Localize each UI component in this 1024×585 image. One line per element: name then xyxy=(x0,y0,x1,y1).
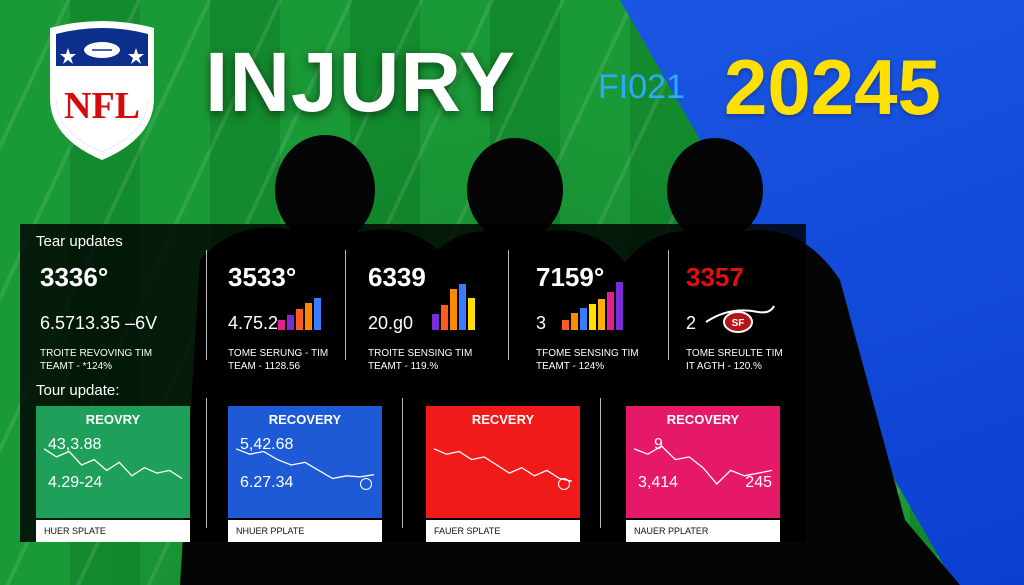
mini-bar xyxy=(432,314,439,330)
card-footer: FAUER SPLATE xyxy=(426,520,580,542)
nfl-logo: NFL xyxy=(50,21,154,160)
card-title: REOVRY xyxy=(85,412,141,427)
divider xyxy=(345,250,346,360)
recovery-card-blue[interactable]: RECOVERY 5,42.68 6.27.34 NHUER PPLATE xyxy=(228,406,382,542)
team-stat-1: 3336° 6.5713.35 –6V TROITE REVOVING TIM … xyxy=(40,262,157,373)
team-stat-2: 3533° 4.75.2 TOME SERUNG - TIM TEAM - 11… xyxy=(228,262,328,373)
header-year: 20245 xyxy=(724,43,941,131)
trend-line xyxy=(633,445,773,485)
mini-bar xyxy=(571,313,578,330)
card-title: RECVERY xyxy=(471,412,535,427)
mini-bar xyxy=(450,289,457,330)
mini-bar-chart xyxy=(432,284,475,330)
svg-text:NFL: NFL xyxy=(64,85,140,127)
stat-subvalue: 4.75.2 xyxy=(228,313,279,333)
stat-line: TFOME SENSING TIM xyxy=(536,348,639,359)
stat-line: TEAMT - 119.% xyxy=(368,360,439,372)
stat-subvalue: 3 xyxy=(536,313,547,333)
mini-bar xyxy=(580,308,587,330)
mini-bar xyxy=(598,299,605,330)
stat-value: 3533° xyxy=(228,262,297,292)
stat-line: TEAM - 1128.56 xyxy=(228,360,301,372)
team-stat-4: 7159° 3 TFOME SENSING TIM TEAMT - 124% xyxy=(536,262,639,373)
trend-line xyxy=(433,448,573,482)
mini-bar-chart xyxy=(278,292,321,330)
stat-value: 3357 xyxy=(686,262,744,292)
mini-bar xyxy=(441,305,448,330)
page-title: INJURY xyxy=(205,35,516,129)
card-value: 245 xyxy=(745,474,772,491)
svg-text:SF: SF xyxy=(732,318,745,329)
card-value: 4.29-24 xyxy=(48,474,103,491)
mini-bar xyxy=(296,309,303,330)
divider xyxy=(668,250,669,360)
card-footer: HUER SPLATE xyxy=(36,520,190,542)
trend-polyline xyxy=(235,448,375,480)
card-title: RECOVERY xyxy=(666,412,740,427)
tour-update-label: Tour update: xyxy=(36,382,120,399)
divider xyxy=(206,250,207,360)
team-logo-icon: SF xyxy=(705,305,775,333)
divider xyxy=(402,398,403,528)
stat-value: 7159° xyxy=(536,262,605,292)
recovery-card-green[interactable]: REOVRY 43,3.88 4.29-24 HUER SPLATE xyxy=(36,406,190,542)
stat-subvalue: 6.5713.35 –6V xyxy=(40,313,158,333)
mini-bar xyxy=(562,320,569,330)
trend-line xyxy=(43,448,183,480)
stat-line: TOME SERUNG - TIM xyxy=(228,348,329,359)
stat-line: TEAMT - 124% xyxy=(536,360,605,372)
mini-bar xyxy=(459,284,466,330)
mini-bar xyxy=(607,292,614,330)
team-stat-3: 6339 20.g0 TROITE SENSING TIM TEAMT - 11… xyxy=(368,262,472,373)
trend-polyline xyxy=(633,445,773,485)
stat-value: 3336° xyxy=(40,262,109,292)
mini-bar xyxy=(287,315,294,330)
card-value: 3,414 xyxy=(638,474,679,491)
divider xyxy=(206,398,207,528)
trend-polyline xyxy=(433,448,573,482)
mini-bar-chart xyxy=(562,282,623,330)
team-stat-5: 3357 2 TOME SREULTE TIM IT AGTH - 120.% xyxy=(686,262,783,373)
mini-bar xyxy=(468,298,475,330)
recovery-card-pink[interactable]: RECOVERY 9 3,414 245 NAUER PPLATER xyxy=(626,406,780,542)
mini-bar xyxy=(589,304,596,330)
clock-icon xyxy=(360,478,372,490)
mini-bar xyxy=(616,282,623,330)
header-code: FI021 xyxy=(598,68,685,106)
card-footer: NAUER PPLATER xyxy=(626,520,780,542)
divider xyxy=(600,398,601,528)
clock-icon xyxy=(558,478,570,490)
card-value: 6.27.34 xyxy=(240,474,294,491)
trend-polyline xyxy=(43,448,183,480)
stat-line: TROITE REVOVING TIM xyxy=(40,348,153,359)
stat-subvalue: 2 xyxy=(686,313,697,333)
card-footer: NHUER PPLATE xyxy=(228,520,382,542)
stat-line: IT AGTH - 120.% xyxy=(686,360,762,372)
stat-line: TEAMT - *124% xyxy=(40,360,113,372)
divider xyxy=(508,250,509,360)
stat-line: TOME SREULTE TIM xyxy=(686,348,783,359)
trend-line xyxy=(235,448,375,480)
stat-line: TROITE SENSING TIM xyxy=(368,348,473,359)
card-value: 5,42.68 xyxy=(240,436,294,453)
mini-bar xyxy=(314,298,321,330)
mini-bar xyxy=(305,303,312,330)
recovery-card-red[interactable]: RECVERY FAUER SPLATE xyxy=(426,406,580,542)
stat-subvalue: 20.g0 xyxy=(368,313,414,333)
team-updates-label: Tear updates xyxy=(36,233,123,250)
card-value: 9 xyxy=(654,436,663,453)
card-value: 43,3.88 xyxy=(48,436,102,453)
mini-bar xyxy=(278,320,285,330)
card-title: RECOVERY xyxy=(268,412,342,427)
stat-value: 6339 xyxy=(368,262,426,292)
